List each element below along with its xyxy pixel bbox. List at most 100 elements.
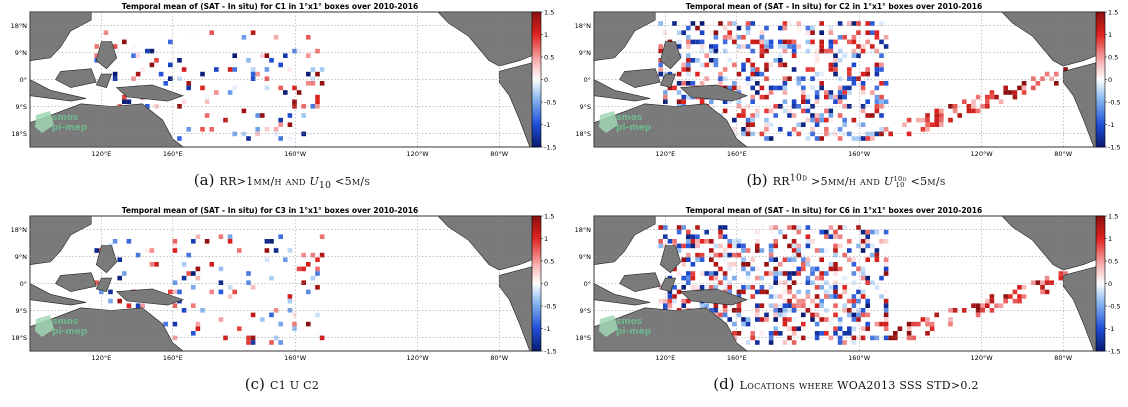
data-cell [828, 335, 834, 341]
data-cell [145, 248, 150, 253]
data-cell [177, 104, 182, 109]
data-cell [888, 131, 893, 137]
data-cell [704, 76, 709, 81]
data-cell [135, 252, 141, 258]
colorbar-segment [1096, 227, 1105, 230]
colorbar-segment [532, 52, 541, 56]
data-cell [1054, 81, 1059, 86]
data-cell [287, 248, 293, 253]
data-cell [856, 122, 861, 127]
data-cell [782, 39, 788, 45]
colorbar-segment [532, 312, 541, 316]
data-cell [759, 303, 765, 308]
data-cell [273, 131, 279, 137]
colorbar-segment [1096, 72, 1105, 76]
data-cell [782, 312, 788, 318]
data-cell [805, 275, 811, 281]
data-cell [768, 243, 774, 249]
data-cell [764, 136, 769, 141]
data-cell [819, 81, 824, 86]
data-cell [837, 58, 843, 63]
data-cell [727, 35, 732, 40]
data-cell [778, 229, 783, 235]
colorbar-segment [532, 328, 541, 332]
data-cell [699, 39, 705, 45]
lon-label: 120°W [971, 354, 994, 362]
colorbar-segment [532, 142, 541, 146]
data-cell [773, 271, 778, 276]
lat-label: 18°N [575, 22, 592, 30]
data-cell [732, 243, 737, 249]
data-cell [801, 303, 806, 308]
data-cell [1031, 280, 1036, 285]
data-cell [200, 127, 205, 132]
land [95, 73, 113, 88]
data-cell [301, 280, 306, 285]
data-cell [948, 317, 953, 322]
data-cell [713, 285, 719, 290]
data-cell [223, 117, 228, 123]
data-cell [773, 317, 778, 322]
data-cell [759, 39, 765, 45]
colorbar-segment [1096, 306, 1105, 309]
lat-label: 18°N [11, 22, 28, 30]
colorbar-segment [532, 90, 541, 94]
data-cell [860, 229, 866, 235]
data-cell [759, 53, 765, 58]
data-cell [718, 225, 723, 230]
data-cell [810, 117, 815, 123]
svg-text:pi-mep: pi-mep [616, 327, 652, 337]
data-cell [842, 252, 847, 258]
colorbar-segment [1096, 272, 1105, 275]
colorbar-segment [532, 50, 541, 53]
data-cell [925, 117, 930, 123]
data-cell [796, 243, 801, 249]
colorbar-segment [532, 68, 541, 71]
data-cell [801, 335, 806, 341]
data-cell [764, 262, 769, 267]
data-cell [727, 243, 732, 249]
data-cell [842, 289, 847, 295]
colorbar-segment [532, 39, 541, 42]
colorbar-segment [532, 306, 541, 309]
data-cell [874, 252, 880, 258]
data-cell [195, 234, 201, 239]
data-cell [801, 262, 806, 267]
data-cell [713, 271, 719, 276]
data-cell [833, 248, 838, 253]
data-cell [768, 122, 774, 127]
colorbar-segment [1096, 216, 1105, 219]
data-cell [980, 303, 985, 308]
data-cell [883, 262, 889, 267]
data-cell [658, 67, 663, 72]
data-cell [883, 248, 889, 253]
data-cell [796, 229, 801, 235]
data-cell [690, 58, 696, 63]
data-cell [870, 131, 875, 137]
land [679, 288, 748, 306]
data-cell [828, 131, 834, 137]
data-cell [833, 71, 838, 77]
data-cell [874, 131, 880, 137]
data-cell [860, 289, 866, 295]
data-cell [833, 266, 838, 272]
colorbar: 1.510.50-0.5-1-1.5 [531, 212, 557, 355]
data-cell [699, 271, 705, 276]
lon-label: 120°W [971, 150, 994, 158]
data-cell [713, 62, 719, 68]
colorbar: 1.510.50-0.5-1-1.5 [1095, 8, 1121, 151]
data-cell [709, 62, 714, 68]
lon-label: 80°W [490, 354, 509, 362]
data-cell [667, 289, 673, 295]
data-cell [745, 122, 751, 127]
data-cell [287, 294, 293, 299]
data-cell [801, 94, 806, 100]
data-cell [819, 248, 824, 253]
data-cell [828, 39, 834, 45]
data-cell [695, 39, 700, 45]
colorbar-segment [532, 333, 541, 336]
colorbar-segment [1096, 238, 1105, 242]
data-cell [663, 99, 668, 104]
data-cell [181, 67, 187, 72]
data-cell [686, 239, 691, 244]
